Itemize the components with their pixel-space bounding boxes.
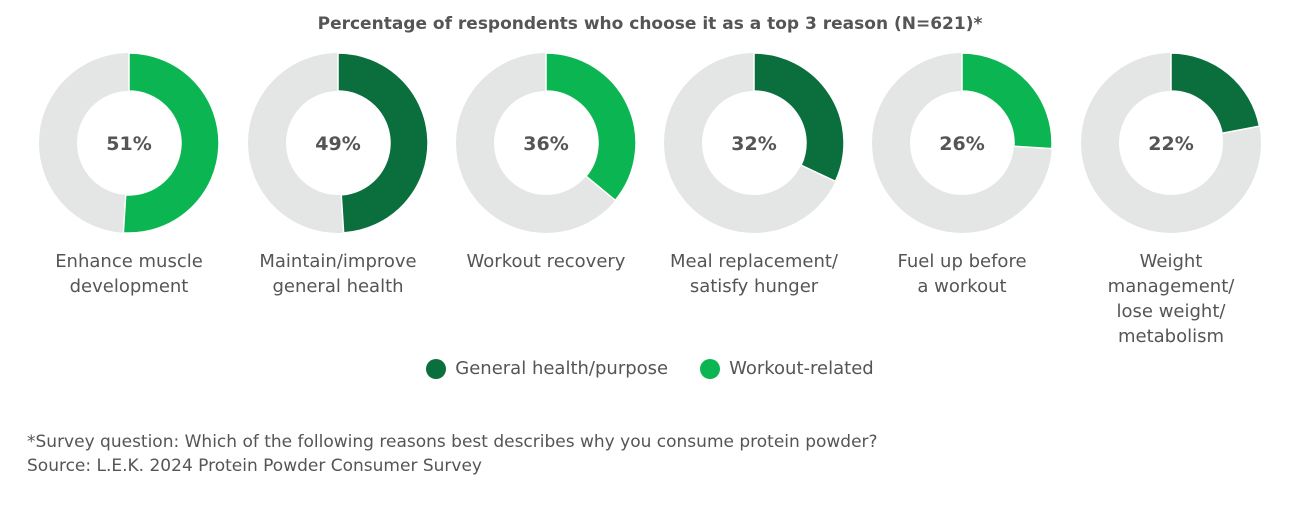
- legend-item-workout: Workout-related: [700, 358, 874, 379]
- donut-segment: [753, 52, 845, 183]
- category-label-line: Maintain/improve: [259, 251, 417, 272]
- legend: General health/purpose Workout-related: [0, 358, 1300, 379]
- donut-charts: 51% 49% 36% 32% 26% 22%: [39, 52, 1261, 234]
- category-label-line: management/: [1107, 276, 1235, 297]
- donut-segment: [122, 52, 220, 234]
- value-label: 49%: [315, 133, 360, 155]
- source-note: Source: L.E.K. 2024 Protein Powder Consu…: [27, 456, 482, 476]
- value-label: 32%: [731, 133, 776, 155]
- donut-segment: [337, 52, 429, 234]
- value-label: 26%: [939, 133, 984, 155]
- category-label-line: development: [69, 276, 189, 297]
- category-label-line: a workout: [917, 276, 1007, 297]
- category-label: Meal replacement/satisfy hunger: [654, 249, 854, 299]
- category-label: Maintain/improve general health: [238, 249, 438, 299]
- value-label: 51%: [106, 133, 151, 155]
- survey-note: *Survey question: Which of the following…: [27, 432, 878, 452]
- legend-label: Workout-related: [729, 358, 874, 379]
- category-label: Enhance muscle development: [29, 249, 229, 299]
- footnote: *Survey question: Which of the following…: [27, 430, 878, 478]
- donut-segment: [961, 52, 1053, 150]
- category-label: Weight management/lose weight/metabolism: [1071, 249, 1271, 349]
- category-label: Workout recovery: [446, 249, 646, 274]
- legend-dot-icon: [426, 358, 447, 379]
- chart-title: Percentage of respondents who choose it …: [317, 14, 983, 34]
- donut-segment: [1170, 52, 1261, 135]
- category-label-line: Workout recovery: [466, 251, 626, 272]
- category-label-line: satisfy hunger: [689, 276, 819, 297]
- category-label-line: metabolism: [1117, 326, 1225, 347]
- donut-segment: [545, 52, 637, 202]
- legend-dot-icon: [700, 358, 721, 379]
- category-label-line: lose weight/: [1116, 301, 1226, 322]
- legend-label: General health/purpose: [455, 358, 669, 379]
- value-label: 36%: [523, 133, 568, 155]
- category-label-line: Meal replacement/: [669, 251, 838, 272]
- category-label-line: Weight: [1139, 251, 1203, 272]
- category-label-line: Fuel up before: [897, 251, 1027, 272]
- category-label-line: Enhance muscle: [55, 251, 203, 272]
- value-label: 22%: [1148, 133, 1193, 155]
- category-label: Fuel up before a workout: [862, 249, 1062, 299]
- category-label-line: general health: [272, 276, 404, 297]
- legend-item-general: General health/purpose: [426, 358, 668, 379]
